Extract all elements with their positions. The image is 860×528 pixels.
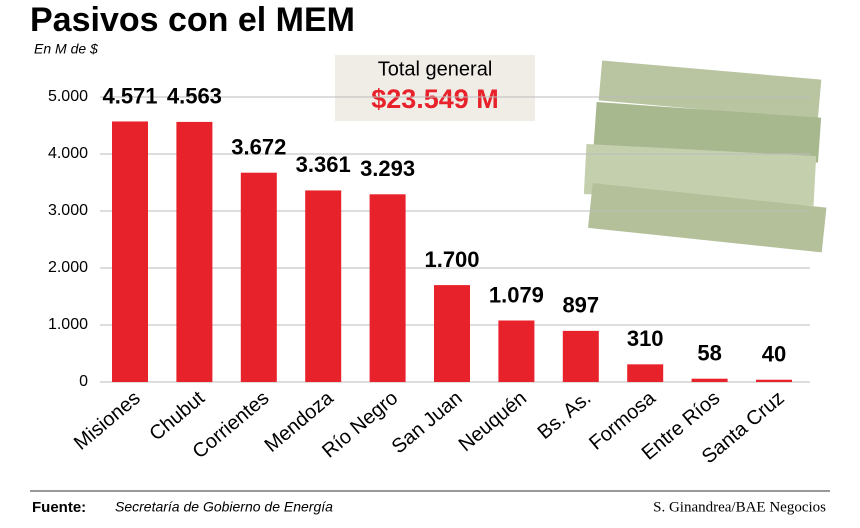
y-tick-label: 1.000 <box>48 316 88 333</box>
source-label: Fuente: <box>32 499 86 516</box>
value-label: 40 <box>762 342 786 367</box>
x-tick-label: San Juan <box>388 387 467 458</box>
source: Secretaría de Gobierno de Energía <box>115 499 333 515</box>
x-tick-label: Neuquén <box>455 387 531 456</box>
value-label: 1.079 <box>489 282 544 307</box>
y-tick-label: 3.000 <box>48 202 88 219</box>
x-tick-label: Bs. As. <box>534 387 596 444</box>
value-label: 4.571 <box>102 83 157 108</box>
value-label: 3.361 <box>296 152 351 177</box>
value-label: 310 <box>627 326 664 351</box>
bar <box>691 378 728 382</box>
chart-subtitle: En M de $ <box>34 41 98 57</box>
total-box <box>335 55 535 121</box>
total-value: $23.549 M <box>371 84 499 114</box>
total-label: Total general <box>378 58 493 80</box>
value-label: 58 <box>697 341 721 366</box>
y-tick-label: 0 <box>79 373 88 390</box>
bar <box>369 194 406 382</box>
value-label: 4.563 <box>167 84 222 109</box>
bar <box>627 364 664 382</box>
bar <box>562 330 599 382</box>
bar <box>756 379 792 382</box>
bar <box>498 320 535 382</box>
y-tick-label: 4.000 <box>48 145 88 162</box>
chart-title: Pasivos con el MEM <box>30 1 355 39</box>
bar <box>240 172 277 382</box>
money-illustration <box>583 60 827 253</box>
bar <box>434 285 470 382</box>
bar <box>176 121 213 382</box>
value-label: 897 <box>562 293 599 318</box>
bar <box>305 190 342 382</box>
value-label: 1.700 <box>424 247 479 272</box>
value-label: 3.293 <box>360 156 415 181</box>
bar <box>112 121 148 382</box>
credit: S. Ginandrea/BAE Negocios <box>653 499 826 515</box>
value-label: 3.672 <box>231 135 286 160</box>
y-tick-label: 2.000 <box>48 259 88 276</box>
y-tick-label: 5.000 <box>48 88 88 105</box>
x-tick-label: Misiones <box>70 387 145 455</box>
